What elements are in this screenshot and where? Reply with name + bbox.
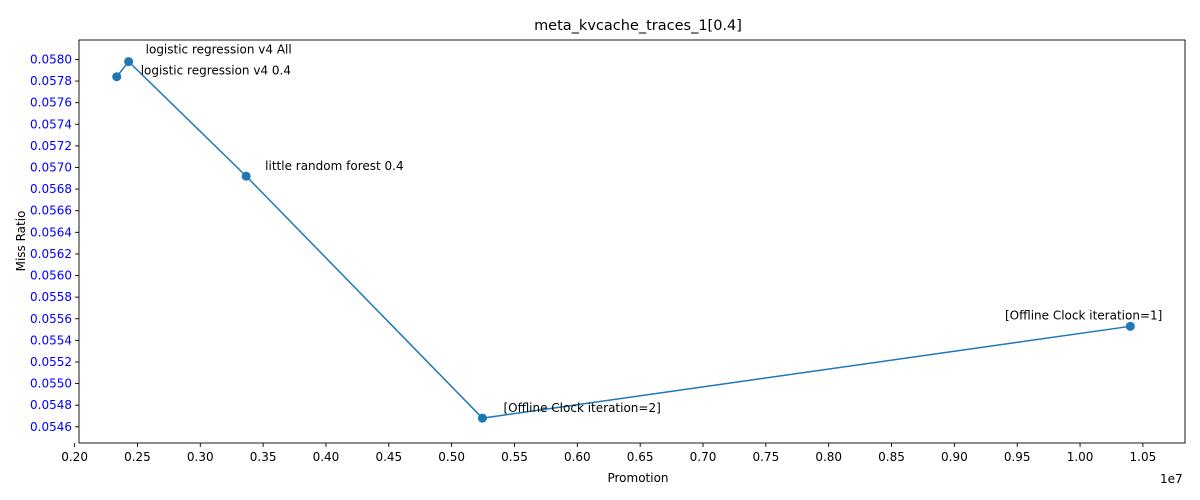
y-tick-label: 0.0572 xyxy=(30,139,72,153)
y-tick-label: 0.0562 xyxy=(30,247,72,261)
data-point xyxy=(1125,321,1135,331)
point-annotation: [Offline Clock iteration=1] xyxy=(1005,308,1162,322)
y-tick-label: 0.0548 xyxy=(30,398,72,412)
data-point xyxy=(241,171,251,181)
x-tick-label: 0.90 xyxy=(941,450,968,464)
x-tick-label: 0.50 xyxy=(438,450,465,464)
y-tick-label: 0.0570 xyxy=(30,160,72,174)
y-tick-label: 0.0566 xyxy=(30,204,72,218)
x-tick-label: 0.35 xyxy=(250,450,277,464)
series-line xyxy=(116,60,1131,419)
y-tick-label: 0.0580 xyxy=(30,52,72,66)
x-offset-label: 1e7 xyxy=(1160,472,1183,486)
y-axis-label: Miss Ratio xyxy=(14,211,28,272)
y-tick-label: 0.0550 xyxy=(30,377,72,391)
plot-frame xyxy=(78,39,1186,444)
x-tick-label: 0.55 xyxy=(501,450,528,464)
axes: 0.20 0.25 0.30 0.35 0.40 0.45 0.50 0.55 0.60 0.65… xyxy=(30,39,1186,464)
point-annotation: [Offline Clock iteration=2] xyxy=(503,401,660,415)
y-tick-label: 0.0560 xyxy=(30,269,72,283)
x-tick-label: 0.85 xyxy=(878,450,905,464)
y-tick-label: 0.0568 xyxy=(30,182,72,196)
x-tick-label: 0.75 xyxy=(752,450,779,464)
annotations: logistic regression v4 0.4 logistic regre… xyxy=(141,43,1163,416)
point-annotation: little random forest 0.4 xyxy=(265,159,403,173)
x-tick-label: 0.25 xyxy=(124,450,151,464)
y-tick-label: 0.0556 xyxy=(30,312,72,326)
y-tick-label: 0.0576 xyxy=(30,96,72,110)
x-tick-label: 0.95 xyxy=(1004,450,1031,464)
x-tick-label: 0.45 xyxy=(375,450,402,464)
y-tick-label: 0.0564 xyxy=(30,225,72,239)
y-tick-label: 0.0558 xyxy=(30,290,72,304)
y-tick-label: 0.0552 xyxy=(30,355,72,369)
y-tick-label: 0.0574 xyxy=(30,117,72,131)
x-tick-label: 0.60 xyxy=(564,450,591,464)
x-axis-label: Promotion xyxy=(607,471,668,485)
x-tick-label: 0.70 xyxy=(690,450,717,464)
data-point xyxy=(112,72,122,82)
series-layer xyxy=(112,57,1135,423)
chart-title: meta_kvcache_traces_1[0.4] xyxy=(534,18,742,34)
point-annotation: logistic regression v4 0.4 xyxy=(141,64,291,78)
x-tick-label: 0.30 xyxy=(187,450,214,464)
x-tick-label: 0.80 xyxy=(815,450,842,464)
point-annotation: logistic regression v4 All xyxy=(146,43,292,57)
data-point xyxy=(477,413,487,423)
x-tick-label: 0.65 xyxy=(627,450,654,464)
x-tick-label: 0.20 xyxy=(61,450,88,464)
y-tick-label: 0.0554 xyxy=(30,333,72,347)
x-tick-label: 1.05 xyxy=(1130,450,1157,464)
data-point xyxy=(124,57,134,67)
x-tick-label: 0.40 xyxy=(313,450,340,464)
y-tick-label: 0.0578 xyxy=(30,74,72,88)
x-tick-label: 1.00 xyxy=(1067,450,1094,464)
y-tick-label: 0.0546 xyxy=(30,420,72,434)
